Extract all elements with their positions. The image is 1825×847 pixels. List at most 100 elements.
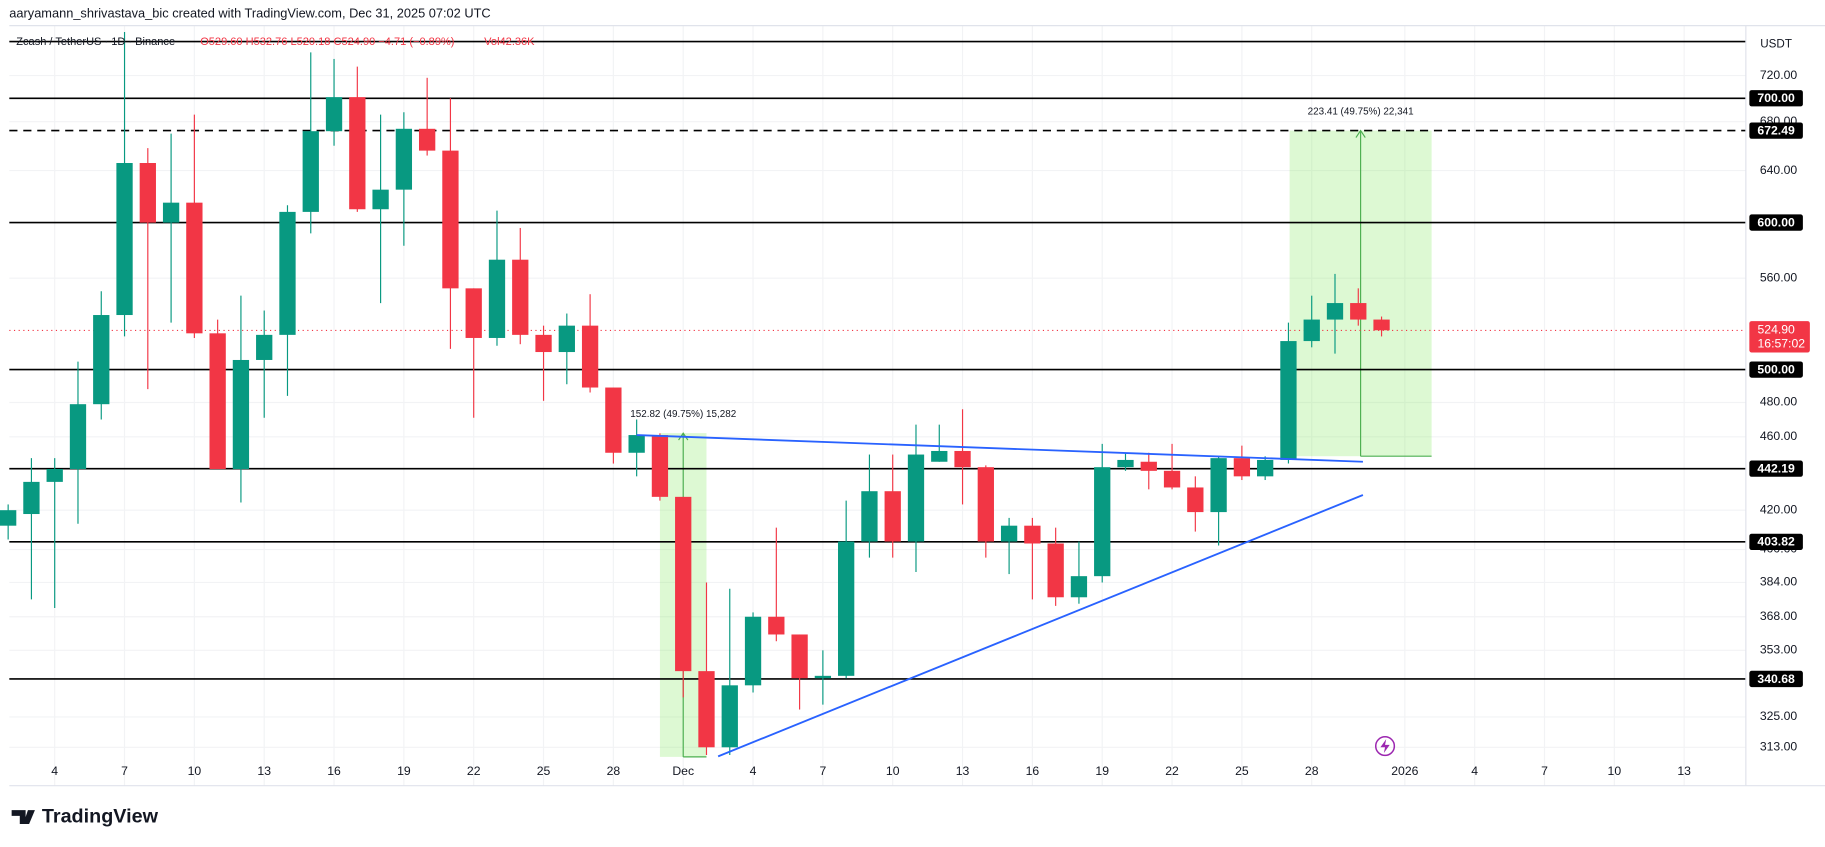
- level-label-box: [1749, 670, 1803, 688]
- candle-body: [768, 616, 785, 635]
- x-tick-label: 4: [51, 764, 58, 778]
- candle-body: [1024, 525, 1041, 544]
- x-tick-label: 22: [1165, 764, 1179, 778]
- candle-body: [1070, 576, 1088, 598]
- candle-body: [1047, 543, 1064, 598]
- candle-body: [675, 496, 692, 672]
- last-price-box: [1749, 321, 1810, 353]
- measure-arrowhead: [1355, 129, 1366, 138]
- level-label: 600.00: [1757, 215, 1795, 229]
- trendline: [717, 494, 1364, 758]
- y-tick-label: 368.00: [1760, 609, 1798, 623]
- y-tick-label: 460.00: [1760, 429, 1798, 443]
- candle-body: [1094, 467, 1111, 577]
- y-tick-label: 313.00: [1760, 740, 1798, 754]
- candle-body: [838, 541, 855, 676]
- candle-body: [186, 202, 203, 334]
- candle-body: [1163, 470, 1181, 488]
- x-tick-label: 19: [397, 764, 411, 778]
- y-tick-label: 560.00: [1760, 270, 1798, 284]
- currency: USDT: [1760, 37, 1792, 50]
- measure-label: 223.41 (49.75%) 22,341: [1308, 107, 1414, 118]
- candle-body: [512, 259, 529, 335]
- candle-body: [931, 450, 948, 462]
- x-tick-label: 28: [607, 764, 621, 778]
- candle-body: [232, 359, 250, 470]
- x-tick-label: 4: [1471, 764, 1478, 778]
- level-label: 442.19: [1757, 461, 1795, 475]
- x-tick-label: 10: [188, 764, 202, 778]
- candle-body: [1303, 319, 1320, 342]
- candle-body: [465, 288, 482, 338]
- candle-body: [1280, 341, 1297, 460]
- candle-body: [954, 450, 971, 468]
- candle-body: [93, 315, 110, 405]
- y-tick-label: 353.00: [1760, 643, 1798, 657]
- volume-legend: Vol42.36K: [484, 36, 535, 48]
- candle-body: [372, 189, 389, 210]
- candle-body: [698, 671, 715, 748]
- level-label-box: [1749, 214, 1803, 231]
- y-tick-label: 420.00: [1760, 502, 1798, 516]
- candle-body: [814, 675, 832, 679]
- candle-body: [395, 128, 413, 190]
- candle-body: [139, 163, 156, 223]
- level-label-box: [1749, 460, 1803, 477]
- x-tick-label: 28: [1305, 764, 1319, 778]
- candle-body: [581, 325, 599, 388]
- candle-body: [907, 454, 925, 542]
- brand-name: TradingView: [42, 805, 159, 827]
- level-label-box: [1749, 122, 1803, 139]
- x-tick-label: 16: [327, 764, 341, 778]
- symbol-legend: Zcash / TetherUS · 1D · Binance: [16, 36, 175, 48]
- brand-logo[interactable]: TradingView: [11, 805, 159, 827]
- candle-body: [302, 131, 319, 212]
- x-tick-label: 4: [750, 764, 757, 778]
- alert-icon[interactable]: [1374, 736, 1396, 757]
- candle-body: [744, 616, 762, 686]
- price-axis: [1745, 25, 1825, 786]
- header: aaryamann_shrivastava_bic created with T…: [9, 5, 490, 20]
- candle-body: [1187, 487, 1204, 513]
- candle-body: [558, 325, 575, 353]
- candle-body: [535, 334, 552, 353]
- candle-body: [162, 202, 180, 223]
- candle-body: [116, 163, 133, 316]
- plot-area: 152.82 (49.75%) 15,282 223.41 (49.75%) 22…: [0, 25, 1746, 786]
- measure-label: 152.82 (49.75%) 15,282: [630, 409, 736, 420]
- x-tick-label: 13: [956, 764, 970, 778]
- x-tick-label: Dec: [672, 764, 694, 778]
- level-label-box: [1749, 90, 1803, 107]
- level-label: 403.82: [1757, 535, 1795, 549]
- candle-body: [1326, 303, 1344, 320]
- alert-ring: [1374, 736, 1396, 757]
- x-tick-label: 7: [1541, 764, 1548, 778]
- candle-body: [46, 469, 63, 482]
- level-label: 340.68: [1757, 672, 1795, 686]
- x-tick-label: 10: [1608, 764, 1622, 778]
- last-price-label: 524.90: [1757, 323, 1795, 337]
- candle-body: [442, 150, 459, 289]
- candle-body: [488, 259, 506, 338]
- y-tick-label: 640.00: [1760, 163, 1798, 177]
- x-tick-label: 10: [886, 764, 900, 778]
- x-tick-label: 25: [1235, 764, 1249, 778]
- x-tick-label: 13: [1677, 764, 1691, 778]
- y-tick-label: 720.00: [1760, 68, 1798, 82]
- candle-body: [256, 334, 273, 360]
- candle-body: [1257, 459, 1274, 477]
- x-tick-label: 19: [1095, 764, 1109, 778]
- ohlc-legend: O529.60 H532.76 L520.18 C524.90 −4.71 (−…: [200, 36, 454, 48]
- candle-body: [209, 333, 226, 470]
- candle-body: [1000, 525, 1018, 542]
- level-label: 500.00: [1757, 362, 1795, 376]
- y-tick-label: 325.00: [1760, 709, 1798, 723]
- candle-body: [651, 435, 669, 497]
- candle-body: [884, 491, 901, 542]
- x-tick-label: 7: [819, 764, 826, 778]
- countdown-label: 16:57:02: [1757, 337, 1805, 351]
- candle-body: [1373, 319, 1390, 331]
- alert-bolt: [1380, 739, 1390, 754]
